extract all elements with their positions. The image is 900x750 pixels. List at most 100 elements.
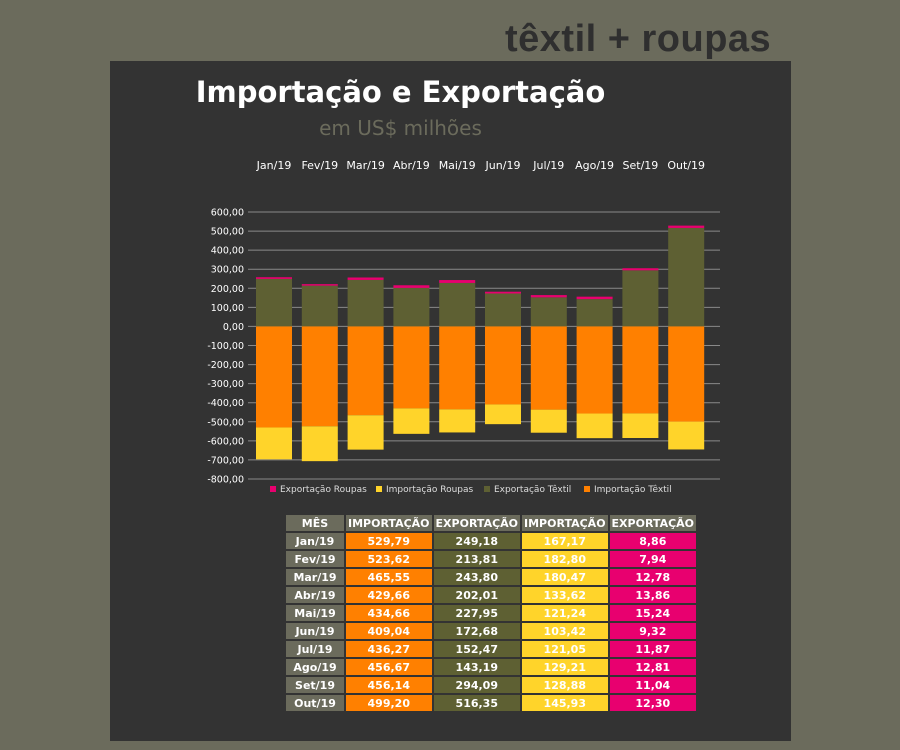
cell-exportacao-roupas: 15,24 (609, 605, 697, 621)
y-tick-label: 500,00 (211, 227, 244, 238)
cell-exportacao-textil: 243,80 (433, 569, 521, 585)
y-tick-label: -400,00 (207, 398, 244, 409)
cell-exportacao-roupas: 7,94 (609, 551, 697, 567)
cell-importacao-roupas: 129,21 (522, 659, 608, 675)
cell-importacao-roupas: 182,80 (522, 551, 608, 567)
bar-importacao-textil (576, 326, 613, 414)
cell-importacao-textil: 465,55 (346, 569, 432, 585)
cell-exportacao-roupas: 11,87 (609, 641, 697, 657)
bar-exportacao-textil (256, 278, 292, 327)
cell-importacao-roupas: 180,47 (522, 569, 608, 585)
legend-label: Importação Roupas (386, 485, 474, 495)
month-label: Abr/19 (393, 159, 430, 172)
header-exportacao-textil: EXPORTAÇÃO (433, 515, 521, 531)
cell-mes: Abr/19 (286, 587, 344, 603)
bar-importacao-textil (347, 326, 384, 416)
table-row: Mai/19 434,66 227,95 121,24 15,24 (286, 605, 697, 621)
cell-importacao-roupas: 145,93 (522, 695, 608, 711)
cell-exportacao-roupas: 13,86 (609, 587, 697, 603)
table-row: Out/19 499,20 516,35 145,93 12,30 (286, 695, 697, 711)
bar-importacao-roupas (668, 421, 705, 450)
y-tick-label: 400,00 (211, 246, 244, 257)
bar-exportacao-roupas (485, 291, 521, 294)
legend-label: Importação Têxtil (594, 484, 672, 495)
bar-importacao-textil (393, 326, 430, 409)
table-row: Jan/19 529,79 249,18 167,17 8,86 (286, 533, 697, 549)
bar-exportacao-roupas (301, 284, 338, 286)
cell-mes: Jan/19 (286, 533, 344, 549)
bar-exportacao-roupas (347, 277, 384, 280)
cell-importacao-textil: 529,79 (346, 533, 432, 549)
bar-exportacao-textil (301, 285, 338, 327)
cell-mes: Set/19 (286, 677, 344, 693)
y-tick-label: -200,00 (207, 360, 244, 371)
cell-importacao-textil: 456,67 (346, 659, 432, 675)
bar-importacao-roupas (530, 409, 567, 433)
bar-importacao-textil (439, 326, 476, 410)
cell-exportacao-roupas: 12,78 (609, 569, 697, 585)
bar-exportacao-roupas (622, 268, 659, 271)
table-row: Ago/19 456,67 143,19 129,21 12,81 (286, 659, 697, 675)
chart-subtitle: em US$ milhões (319, 116, 482, 140)
month-label: Set/19 (622, 159, 659, 172)
y-tick-label: -300,00 (207, 379, 244, 390)
table-row: Jul/19 436,27 152,47 121,05 11,87 (286, 641, 697, 657)
stacked-bar-chart: 600,00 500,00 400,00 300,00 200,00 100,00 0,00… (207, 208, 720, 495)
cell-importacao-roupas: 121,05 (522, 641, 608, 657)
bar-exportacao-textil (622, 270, 659, 327)
bar-exportacao-textil (576, 299, 613, 327)
legend-swatch (270, 486, 276, 492)
table-row: Fev/19 523,62 213,81 182,80 7,94 (286, 551, 697, 567)
cell-exportacao-roupas: 12,30 (609, 695, 697, 711)
y-tick-label: 600,00 (211, 208, 244, 219)
month-label: Jul/19 (533, 159, 565, 172)
bar-exportacao-textil (393, 287, 430, 327)
bar-importacao-roupas (301, 426, 338, 462)
bar-exportacao-roupas (668, 225, 705, 228)
bar-exportacao-textil (485, 293, 521, 327)
bar-exportacao-textil (530, 297, 567, 327)
cell-exportacao-textil: 172,68 (433, 623, 521, 639)
cell-importacao-roupas: 121,24 (522, 605, 608, 621)
cell-importacao-roupas: 133,62 (522, 587, 608, 603)
legend-label: Exportação Têxtil (494, 484, 571, 495)
cell-importacao-roupas: 167,17 (522, 533, 608, 549)
legend-swatch (484, 486, 490, 492)
month-label: Jan/19 (256, 159, 292, 172)
bar-importacao-textil (256, 326, 292, 428)
legend-swatch (376, 486, 382, 492)
cell-exportacao-textil: 294,09 (433, 677, 521, 693)
bar-importacao-textil (622, 326, 659, 414)
bar-importacao-roupas (439, 409, 476, 433)
cell-importacao-roupas: 103,42 (522, 623, 608, 639)
cell-exportacao-textil: 202,01 (433, 587, 521, 603)
bar-importacao-textil (301, 326, 338, 427)
cell-exportacao-roupas: 12,81 (609, 659, 697, 675)
y-tick-label: -100,00 (207, 341, 244, 352)
y-tick-label: -700,00 (207, 455, 244, 466)
month-label: Fev/19 (301, 159, 339, 172)
y-tick-label: 100,00 (211, 303, 244, 314)
header-exportacao-roupas: EXPORTAÇÃO (609, 515, 697, 531)
month-label: Mar/19 (346, 159, 385, 172)
header-importacao-textil: IMPORTAÇÃO (346, 515, 432, 531)
cell-exportacao-textil: 143,19 (433, 659, 521, 675)
bar-importacao-roupas (256, 427, 292, 460)
cell-mes: Fev/19 (286, 551, 344, 567)
month-label: Ago/19 (575, 159, 615, 172)
header-mes: MÊS (286, 515, 344, 531)
cell-mes: Mai/19 (286, 605, 344, 621)
y-tick-label: -500,00 (207, 417, 244, 428)
cell-importacao-textil: 523,62 (346, 551, 432, 567)
table-row: Set/19 456,14 294,09 128,88 11,04 (286, 677, 697, 693)
bar-exportacao-textil (347, 279, 384, 327)
cell-importacao-roupas: 128,88 (522, 677, 608, 693)
bar-exportacao-roupas (530, 295, 567, 298)
bar-exportacao-textil (439, 282, 476, 327)
bar-importacao-roupas (347, 415, 384, 450)
bar-importacao-textil (485, 326, 521, 405)
cell-mes: Ago/19 (286, 659, 344, 675)
bar-importacao-roupas (622, 413, 659, 439)
y-tick-label: -600,00 (207, 436, 244, 447)
cell-importacao-textil: 499,20 (346, 695, 432, 711)
